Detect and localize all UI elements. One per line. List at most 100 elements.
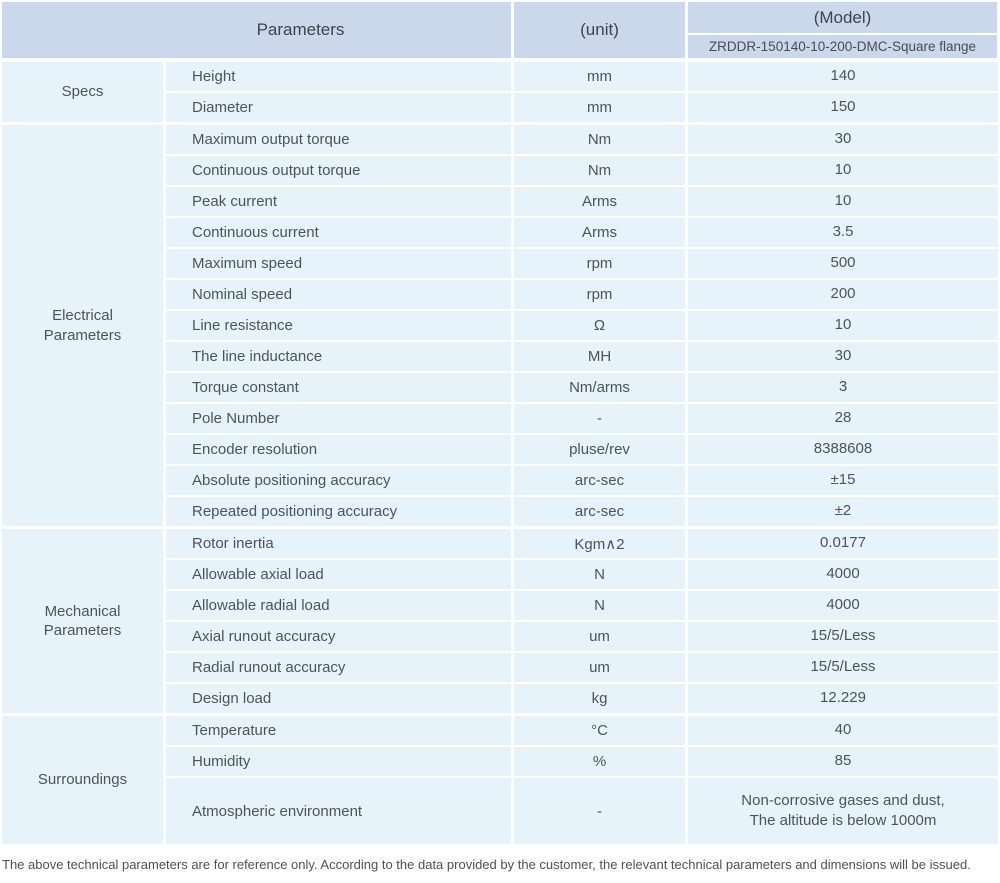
param-unit: % [514,747,685,776]
param-unit: rpm [514,249,685,278]
param-value: 8388608 [688,435,998,464]
section-specs: Specs Height mm 140 Diameter mm 150 [2,62,998,122]
param-name: Rotor inertia [166,529,511,558]
param-value: 140 [688,62,998,91]
param-unit: kg [514,684,685,713]
param-value: 10 [688,311,998,340]
table-header: Parameters (unit) (Model) ZRDDR-150140-1… [2,2,998,58]
section-rows: Rotor inertia Kgm∧2 0.0177 Allowable axial … [166,529,998,713]
section-rows: Height mm 140 Diameter mm 150 [166,62,998,122]
param-unit: MH [514,342,685,371]
table-row: Torque constant Nm/arms 3 [166,373,998,402]
table-row: Continuous current Arms 3.5 [166,218,998,247]
table-row: Temperature °C 40 [166,716,998,745]
table-row: Atmospheric environment - Non-corrosive ga… [166,778,998,844]
param-unit: Nm/arms [514,373,685,402]
model-column-header: (Model) ZRDDR-150140-10-200-DMC-Square f… [688,2,997,58]
section-label-text: Surroundings [37,771,128,789]
table-row: Pole Number -28 [166,404,998,433]
section-mechanical-parameters: Mechanical Parameters Rotor inertia Kgm∧2 0… [2,529,998,713]
table-row: The line inductance MH 30 [166,342,998,371]
section-surroundings: Surroundings Temperature °C 40 Humidity% 85 At… [2,716,998,844]
section-label: Mechanical Parameters [2,529,163,713]
param-name: Temperature [166,716,511,745]
param-unit: N [514,560,685,589]
param-name: Pole Number [166,404,511,433]
table-row: Design load kg 12.229 [166,684,998,713]
section-rows: Temperature °C 40 Humidity% 85 Atmospheric en… [166,716,998,844]
param-value: 150 [688,93,998,122]
unit-column-header: (unit) [514,2,685,58]
param-value: Non-corrosive gases and dust, The altitu… [688,778,998,844]
param-name: Height [166,62,511,91]
table-row: Radial runout accuracy um 15/5/Less [166,653,998,682]
param-value: 4000 [688,591,998,620]
table-row: Encoder resolution pluse/rev 8388608 [166,435,998,464]
param-value: 3 [688,373,998,402]
param-value: 85 [688,747,998,776]
param-unit: mm [514,93,685,122]
table-row: Humidity% 85 [166,747,998,776]
param-name: Nominal speed [166,280,511,309]
param-unit: - [514,778,685,844]
param-value: 12.229 [688,684,998,713]
table-row: Allowable axial load N 4000 [166,560,998,589]
section-label: Specs [2,62,163,122]
param-value: 30 [688,342,998,371]
param-name: Design load [166,684,511,713]
section-label: Electrical Parameters [2,125,163,526]
param-value: 10 [688,156,998,185]
param-value: 0.0177 [688,529,998,558]
param-value: 10 [688,187,998,216]
param-value: 3.5 [688,218,998,247]
param-name: Humidity [166,747,511,776]
param-name: Peak current [166,187,511,216]
param-unit: pluse/rev [514,435,685,464]
parameters-column-header: Parameters [2,2,511,58]
table-row: Absolute positioning accuracy arc-sec ±15 [166,466,998,495]
param-unit: rpm [514,280,685,309]
param-name: The line inductance [166,342,511,371]
param-value: 40 [688,716,998,745]
table-row: Allowable radial load N 4000 [166,591,998,620]
param-unit: arc-sec [514,466,685,495]
table-row: Continuous output torque Nm 10 [166,156,998,185]
param-name: Continuous output torque [166,156,511,185]
table-row: Diameter mm 150 [166,93,998,122]
param-name: Atmospheric environment [166,778,511,844]
spec-table: Parameters (unit) (Model) ZRDDR-150140-1… [2,2,998,844]
param-value: 200 [688,280,998,309]
param-name: Continuous current [166,218,511,247]
param-name: Maximum speed [166,249,511,278]
table-row: Height mm 140 [166,62,998,91]
param-unit: um [514,653,685,682]
table-row: Line resistance Ω 10 [166,311,998,340]
param-name: Radial runout accuracy [166,653,511,682]
section-electrical-parameters: Electrical Parameters Maximum output torq… [2,125,998,526]
table-body: Specs Height mm 140 Diameter mm 150 Electrical … [2,62,998,844]
section-label-text: Mechanical Parameters [43,602,122,640]
table-row: Maximum speed rpm 500 [166,249,998,278]
param-name: Allowable radial load [166,591,511,620]
param-unit: - [514,404,685,433]
table-row: Axial runout accuracy um 15/5/Less [166,622,998,651]
param-name: Repeated positioning accuracy [166,497,511,526]
footer-note: The above technical parameters are for r… [2,857,971,872]
param-unit: Arms [514,187,685,216]
param-unit: °C [514,716,685,745]
param-name: Torque constant [166,373,511,402]
param-value: 500 [688,249,998,278]
model-label: (Model) [688,2,997,33]
param-name: Line resistance [166,311,511,340]
param-value: 28 [688,404,998,433]
param-name: Diameter [166,93,511,122]
param-value: 4000 [688,560,998,589]
model-number: ZRDDR-150140-10-200-DMC-Square flange [688,35,997,58]
param-name: Allowable axial load [166,560,511,589]
param-unit: Arms [514,218,685,247]
section-label: Surroundings [2,716,163,844]
table-row: Maximum output torque Nm 30 [166,125,998,154]
param-name: Absolute positioning accuracy [166,466,511,495]
param-value: 30 [688,125,998,154]
